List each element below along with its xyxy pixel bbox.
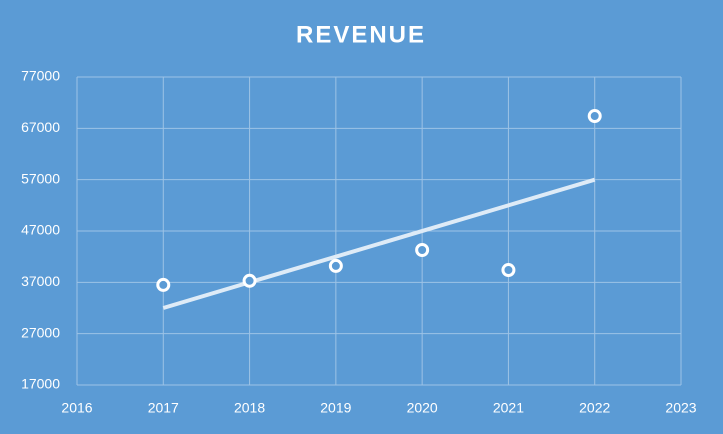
- y-tick-label: 77000: [21, 68, 60, 84]
- y-tick-label: 27000: [21, 324, 60, 340]
- data-point: [415, 242, 430, 257]
- data-point: [242, 273, 257, 288]
- x-tick-label: 2021: [493, 400, 524, 416]
- x-tick-label: 2019: [320, 400, 351, 416]
- y-tick-label: 57000: [21, 170, 60, 186]
- data-point: [587, 109, 602, 124]
- x-tick-label: 2018: [234, 400, 265, 416]
- y-tick-label: 17000: [21, 376, 60, 392]
- y-tick-label: 37000: [21, 273, 60, 289]
- x-tick-label: 2016: [61, 400, 92, 416]
- x-tick-label: 2017: [148, 400, 179, 416]
- x-tick-label: 2022: [579, 400, 610, 416]
- chart-title: REVENUE: [296, 21, 426, 48]
- x-tick-label: 2020: [407, 400, 438, 416]
- y-tick-label: 67000: [21, 119, 60, 135]
- data-point: [501, 263, 516, 278]
- trendline: [162, 177, 596, 310]
- data-point: [156, 277, 171, 292]
- x-tick-label: 2023: [665, 400, 696, 416]
- y-tick-label: 47000: [21, 222, 60, 238]
- data-point: [328, 258, 343, 273]
